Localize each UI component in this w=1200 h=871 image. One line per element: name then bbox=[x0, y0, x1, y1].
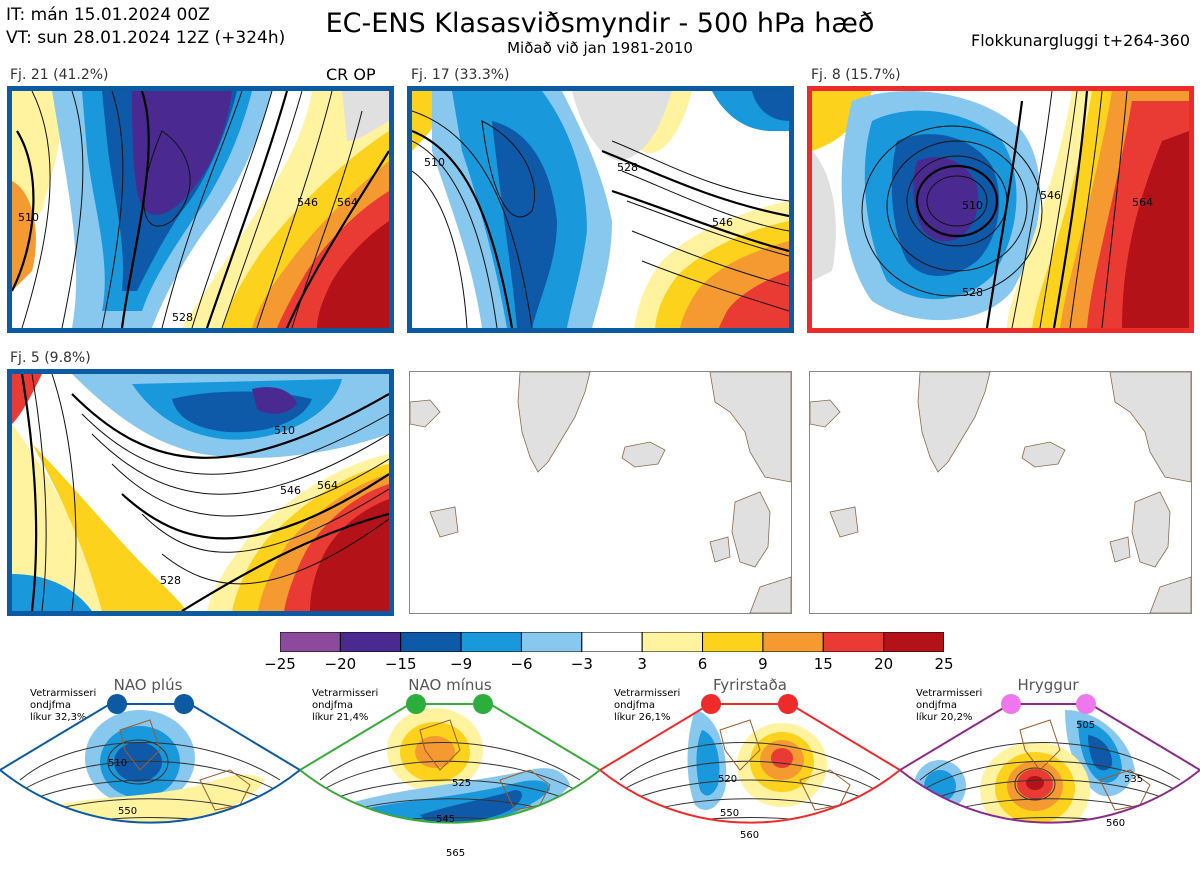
contour-label: 525 bbox=[452, 778, 471, 789]
regime-4-dots bbox=[1001, 694, 1096, 714]
colorbar bbox=[279, 631, 945, 656]
panel-1-tag: CR OP bbox=[326, 65, 376, 84]
contour-labels: 510 528 546 564 bbox=[18, 196, 358, 324]
header-info: IT: mán 15.01.2024 00Z VT: sun 28.01.202… bbox=[6, 4, 285, 50]
colorbar-tick-label: 20 bbox=[874, 655, 894, 673]
contour-label: 528 bbox=[172, 311, 193, 324]
colorbar-tick-label: 6 bbox=[697, 655, 708, 673]
panel-4-label: Fj. 5 (9.8%) bbox=[10, 350, 91, 366]
contour-label: 510 bbox=[18, 211, 39, 224]
contour-label: 560 bbox=[740, 830, 759, 841]
cluster-map-2[interactable]: 510 528 546 bbox=[407, 86, 794, 333]
init-time: IT: mán 15.01.2024 00Z bbox=[6, 5, 210, 25]
classification-window: Flokkunargluggi t+264-360 bbox=[971, 31, 1190, 50]
contour-label: 550 bbox=[118, 806, 137, 817]
contour-label: 510 bbox=[274, 424, 295, 437]
colorbar-tick-label: 9 bbox=[758, 655, 768, 673]
colorbar-tick-label: −25 bbox=[264, 655, 296, 673]
valid-time: VT: sun 28.01.2024 12Z (+324h) bbox=[6, 28, 286, 48]
regime-row: Vetrarmisseri ondjfma líkur 32,3% NAO pl… bbox=[0, 676, 1200, 871]
colorbar-swatch bbox=[762, 631, 824, 653]
colorbar-tick-label: −6 bbox=[510, 655, 533, 673]
regime-4-title: Hryggur bbox=[1017, 676, 1079, 694]
regime-3-outline bbox=[600, 703, 900, 824]
regime-4-stats: Vetrarmisseri ondjfma líkur 20,2% bbox=[916, 688, 983, 723]
contour-label: 564 bbox=[1132, 196, 1153, 209]
panel-1-label: Fj. 21 (41.2%) bbox=[10, 67, 109, 83]
contour-labels: 510 528 546 564 bbox=[962, 189, 1153, 299]
contour-label: 505 bbox=[1076, 720, 1095, 731]
colorbar-swatch bbox=[641, 631, 704, 653]
panel-2-label: Fj. 17 (33.3%) bbox=[411, 67, 510, 83]
contour-label: 565 bbox=[446, 848, 465, 859]
colorbar-tick-label: 25 bbox=[934, 655, 954, 673]
contour-label: 546 bbox=[712, 216, 733, 229]
empty-map-5 bbox=[409, 371, 792, 614]
regime-1-title: NAO plús bbox=[113, 676, 183, 694]
colorbar-tick-label: −20 bbox=[324, 655, 357, 673]
contour-label: 528 bbox=[962, 286, 983, 299]
empty-map-6 bbox=[809, 371, 1192, 614]
panel-3-label: Fj. 8 (15.7%) bbox=[811, 67, 901, 83]
colorbar-swatch bbox=[339, 631, 402, 653]
page-title: EC-ENS Klasasviðsmyndir - 500 hPa hæð bbox=[325, 8, 875, 39]
colorbar-swatches bbox=[279, 631, 945, 653]
regime-2-stats: Vetrarmisseri ondjfma líkur 21,4% bbox=[312, 688, 379, 723]
colorbar-swatch bbox=[702, 631, 764, 653]
regime-1-stats: Vetrarmisseri ondjfma líkur 32,3% bbox=[30, 688, 97, 723]
regime-3-map[interactable]: 520 550 560 bbox=[600, 690, 900, 870]
regime-3-dots bbox=[701, 694, 798, 714]
contour-label: 546 bbox=[280, 484, 301, 497]
colorbar-tick-label: −3 bbox=[570, 655, 593, 673]
cluster-map-1[interactable]: 510 528 546 564 bbox=[7, 86, 394, 333]
colorbar-swatch bbox=[279, 631, 341, 653]
regime-2-dots bbox=[406, 694, 493, 714]
colorbar-swatch bbox=[883, 631, 945, 653]
regime-3-stats: Vetrarmisseri ondjfma líkur 26,1% bbox=[614, 688, 681, 723]
contour-label: 510 bbox=[962, 199, 983, 212]
contour-label: 528 bbox=[160, 574, 181, 587]
contour-label: 510 bbox=[424, 156, 445, 169]
colorbar-swatch bbox=[400, 631, 462, 653]
colorbar-swatch bbox=[822, 631, 885, 653]
colorbar-swatch bbox=[460, 631, 522, 653]
regime-1-outline bbox=[0, 703, 300, 824]
colorbar-tick-label: −15 bbox=[384, 655, 417, 673]
contour-label: 510 bbox=[108, 758, 127, 769]
contour-label: 520 bbox=[718, 774, 737, 785]
contour-label: 550 bbox=[720, 808, 739, 819]
regime-4-outline bbox=[900, 703, 1200, 824]
regime-2-outline bbox=[300, 703, 600, 824]
contour-labels: 510 528 546 564 bbox=[160, 424, 338, 587]
cluster-map-3[interactable]: 510 528 546 564 bbox=[807, 86, 1194, 333]
cluster-map-4[interactable]: 510 528 546 564 bbox=[7, 369, 394, 616]
contour-label: 564 bbox=[317, 479, 338, 492]
contour-labels: 510 528 546 bbox=[424, 156, 733, 229]
contour-label: 546 bbox=[1040, 189, 1061, 202]
page-subtitle: Miðað við jan 1981-2010 bbox=[507, 39, 693, 57]
contour-label: 545 bbox=[436, 814, 455, 825]
contour-label: 528 bbox=[617, 161, 638, 174]
regime-1-map[interactable]: 510 550 bbox=[0, 690, 300, 870]
colorbar-tick-label: −9 bbox=[450, 655, 473, 673]
contour-label: 560 bbox=[1106, 818, 1125, 829]
colorbar-tick-label: 3 bbox=[637, 655, 647, 673]
regime-2-map[interactable]: 525 545 565 bbox=[300, 690, 600, 870]
regime-1-dots bbox=[107, 694, 194, 714]
contour-label: 564 bbox=[337, 196, 358, 209]
regime-4-map[interactable]: 505 535 560 bbox=[900, 690, 1200, 870]
contour-label: 546 bbox=[297, 196, 318, 209]
colorbar-swatch bbox=[581, 631, 643, 653]
colorbar-tick-label: 15 bbox=[813, 655, 833, 673]
regime-3-title: Fyrirstaða bbox=[713, 676, 787, 694]
colorbar-swatch bbox=[520, 631, 583, 653]
regime-2-title: NAO mínus bbox=[408, 676, 492, 694]
contour-label: 535 bbox=[1124, 774, 1143, 785]
